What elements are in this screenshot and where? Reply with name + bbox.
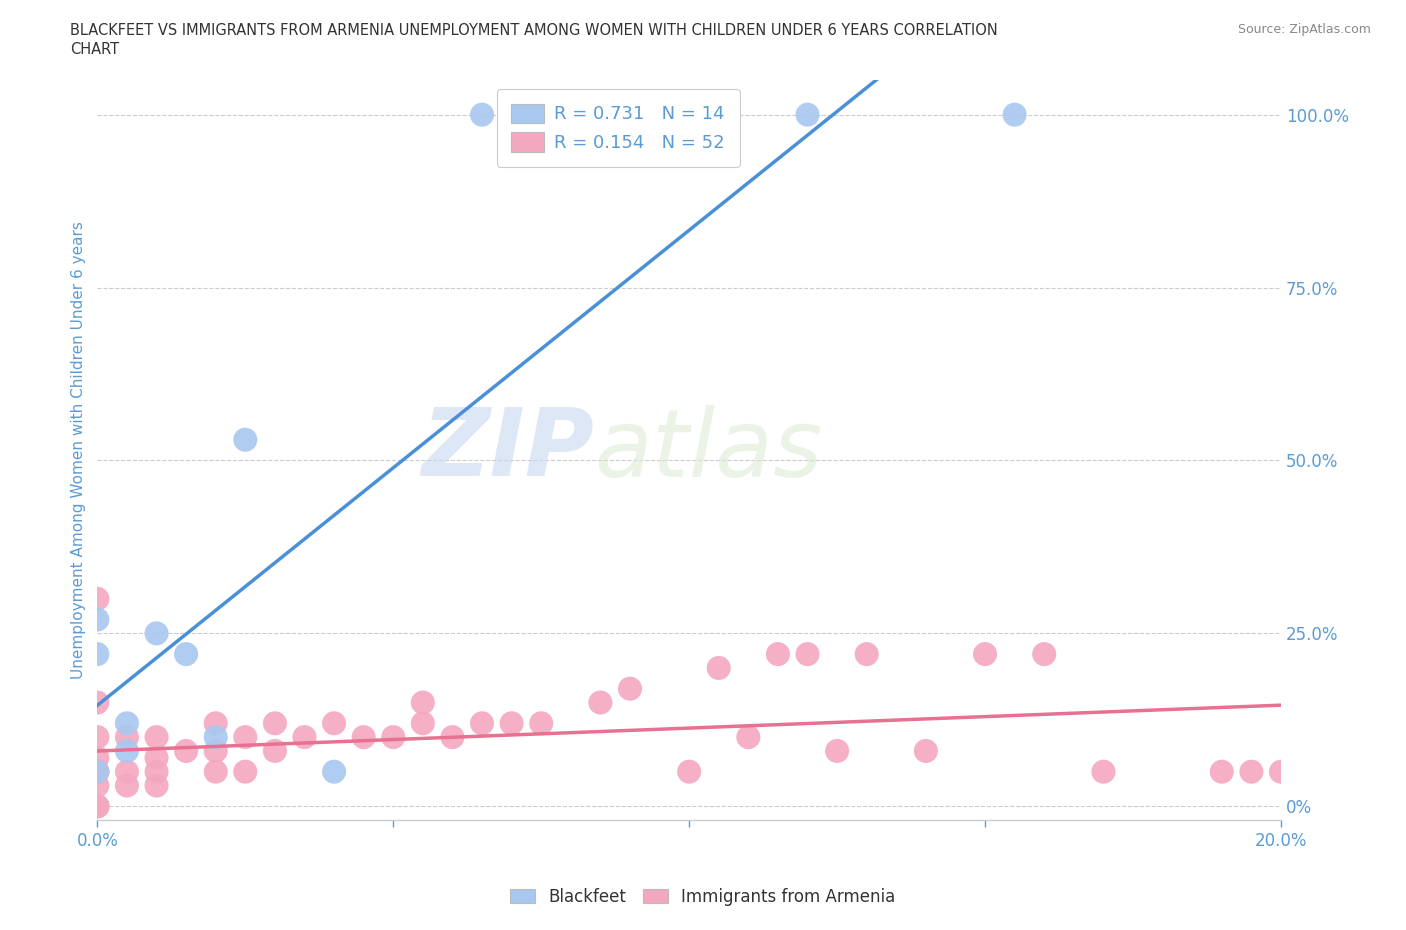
Point bbox=[915, 743, 938, 758]
Point bbox=[115, 730, 138, 745]
Point bbox=[1004, 107, 1026, 122]
Point bbox=[86, 612, 108, 627]
Text: BLACKFEET VS IMMIGRANTS FROM ARMENIA UNEMPLOYMENT AMONG WOMEN WITH CHILDREN UNDE: BLACKFEET VS IMMIGRANTS FROM ARMENIA UNE… bbox=[70, 23, 998, 38]
Point bbox=[353, 730, 375, 745]
Text: atlas: atlas bbox=[595, 405, 823, 496]
Point bbox=[1033, 646, 1056, 661]
Point bbox=[204, 730, 226, 745]
Point bbox=[471, 716, 494, 731]
Point bbox=[264, 743, 287, 758]
Point bbox=[86, 764, 108, 779]
Point bbox=[678, 764, 700, 779]
Point bbox=[412, 695, 434, 710]
Point bbox=[382, 730, 405, 745]
Point bbox=[86, 751, 108, 765]
Point bbox=[86, 695, 108, 710]
Point bbox=[86, 799, 108, 814]
Point bbox=[204, 764, 226, 779]
Point bbox=[855, 646, 877, 661]
Point bbox=[86, 764, 108, 779]
Point bbox=[204, 716, 226, 731]
Point bbox=[501, 716, 523, 731]
Point bbox=[86, 799, 108, 814]
Point bbox=[86, 799, 108, 814]
Point bbox=[233, 730, 256, 745]
Point bbox=[86, 730, 108, 745]
Point bbox=[115, 778, 138, 793]
Point bbox=[145, 764, 167, 779]
Point bbox=[174, 743, 197, 758]
Point bbox=[86, 646, 108, 661]
Point bbox=[145, 778, 167, 793]
Y-axis label: Unemployment Among Women with Children Under 6 years: Unemployment Among Women with Children U… bbox=[72, 221, 86, 679]
Legend: Blackfeet, Immigrants from Armenia: Blackfeet, Immigrants from Armenia bbox=[503, 881, 903, 912]
Point bbox=[86, 778, 108, 793]
Point bbox=[825, 743, 848, 758]
Point bbox=[1270, 764, 1292, 779]
Point bbox=[589, 695, 612, 710]
Point bbox=[678, 107, 700, 122]
Point bbox=[707, 660, 730, 675]
Point bbox=[145, 751, 167, 765]
Text: CHART: CHART bbox=[70, 42, 120, 57]
Point bbox=[204, 743, 226, 758]
Point bbox=[174, 646, 197, 661]
Text: Source: ZipAtlas.com: Source: ZipAtlas.com bbox=[1237, 23, 1371, 36]
Legend: R = 0.731   N = 14, R = 0.154   N = 52: R = 0.731 N = 14, R = 0.154 N = 52 bbox=[496, 89, 740, 166]
Point bbox=[530, 716, 553, 731]
Point bbox=[766, 646, 789, 661]
Point bbox=[796, 646, 818, 661]
Point bbox=[145, 626, 167, 641]
Point bbox=[974, 646, 997, 661]
Point bbox=[115, 716, 138, 731]
Point bbox=[412, 716, 434, 731]
Point bbox=[294, 730, 316, 745]
Point bbox=[471, 107, 494, 122]
Point bbox=[619, 682, 641, 697]
Point bbox=[323, 716, 346, 731]
Point bbox=[86, 591, 108, 606]
Point bbox=[233, 432, 256, 447]
Point bbox=[86, 799, 108, 814]
Text: ZIP: ZIP bbox=[422, 405, 595, 496]
Point bbox=[796, 107, 818, 122]
Point bbox=[441, 730, 464, 745]
Point bbox=[115, 764, 138, 779]
Point bbox=[323, 764, 346, 779]
Point bbox=[233, 764, 256, 779]
Point bbox=[86, 764, 108, 779]
Point bbox=[145, 730, 167, 745]
Point bbox=[264, 716, 287, 731]
Point bbox=[115, 743, 138, 758]
Point bbox=[1092, 764, 1115, 779]
Point bbox=[737, 730, 759, 745]
Point bbox=[1240, 764, 1263, 779]
Point bbox=[1211, 764, 1233, 779]
